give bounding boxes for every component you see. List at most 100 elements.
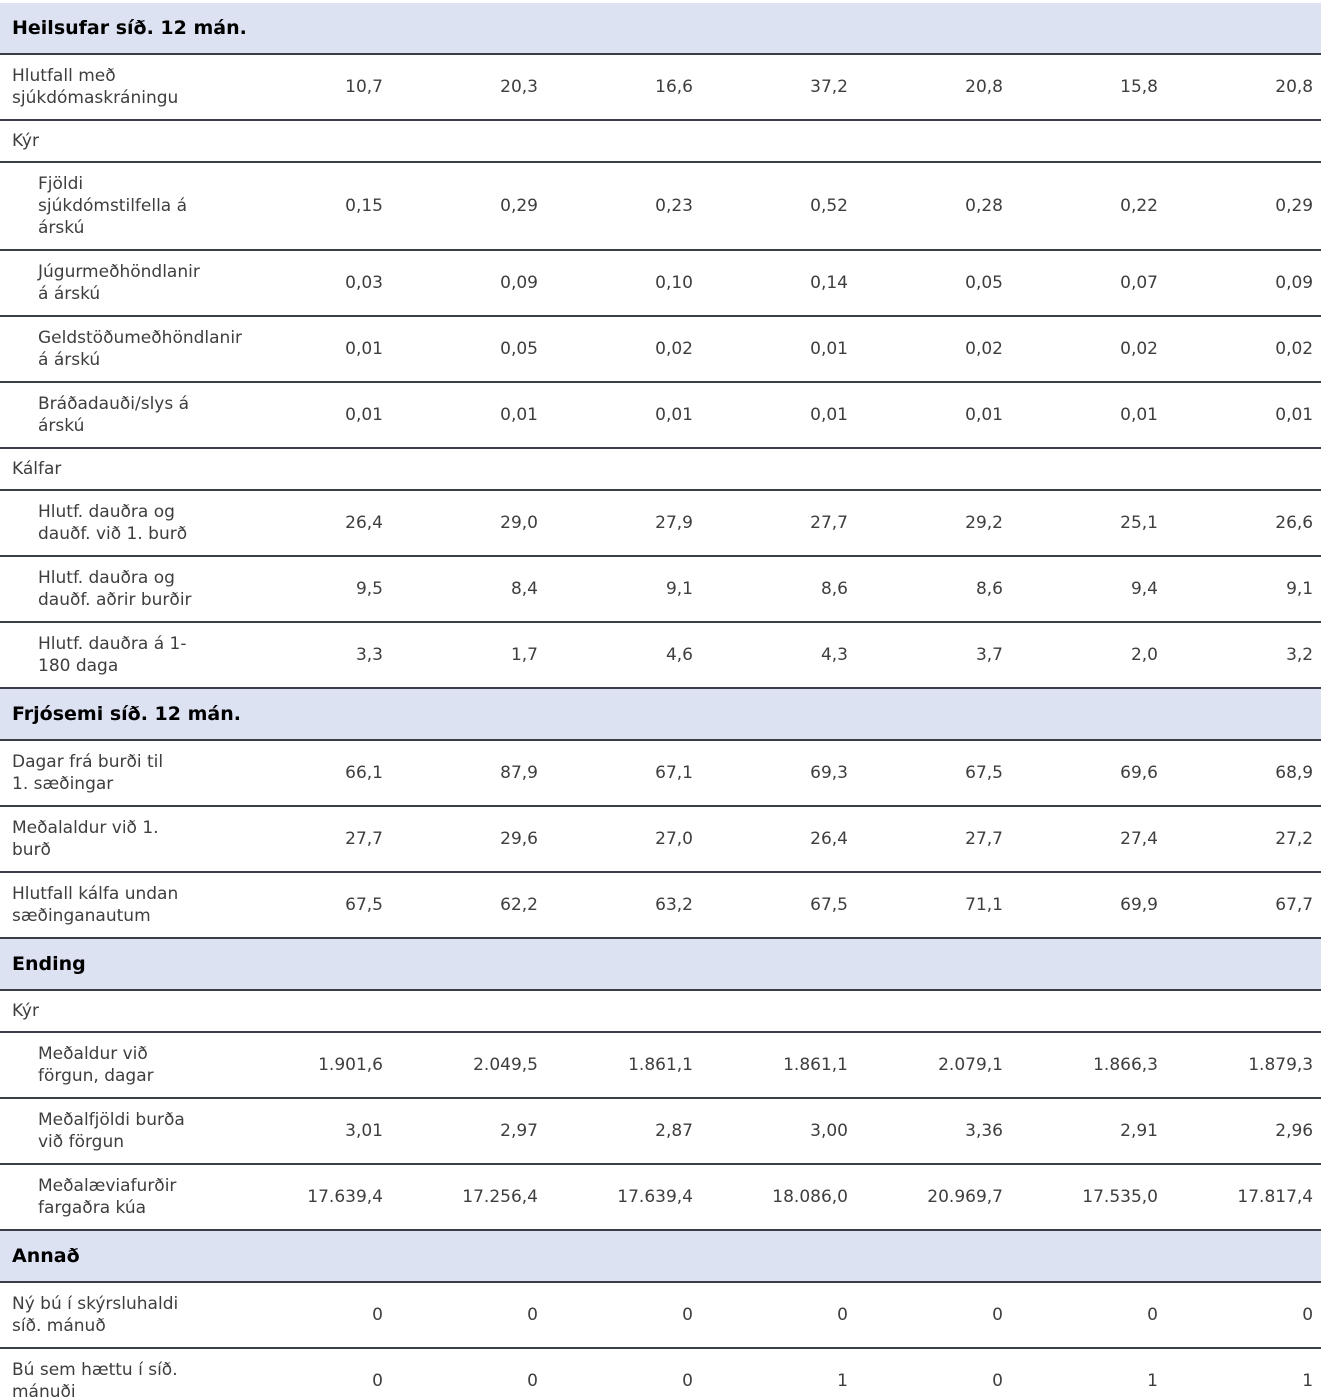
cell-value: 29,0: [391, 490, 546, 557]
section-title: Heilsufar síð. 12 mán.: [0, 3, 1321, 55]
cell-value: 0,29: [1166, 162, 1321, 251]
row-label-text: Júgurmeðhöndlanir á árskú: [38, 262, 200, 304]
cell-value: 2,91: [1011, 1098, 1166, 1165]
cell-value: 1.861,1: [546, 1032, 701, 1099]
row-label: Meðalaldur við 1. burð: [0, 806, 236, 873]
section-header-row: Frjósemi síð. 12 mán.: [0, 688, 1321, 741]
cell-value: 18.086,0: [701, 1164, 856, 1231]
cell-value: 0: [856, 1348, 1011, 1400]
cell-value: 26,4: [236, 490, 391, 557]
cell-value: 0,10: [546, 250, 701, 317]
cell-value: 0,28: [856, 162, 1011, 251]
cell-value: 0,02: [1166, 316, 1321, 383]
row-label-text: Hlutf. dauðra og dauðf. við 1. burð: [38, 502, 188, 544]
row-label: Hlutf. dauðra á 1- 180 daga: [0, 622, 236, 689]
cell-value: 69,9: [1011, 872, 1166, 939]
subheader-row: Kálfar: [0, 448, 1321, 491]
cell-value: 67,7: [1166, 872, 1321, 939]
cell-value: 9,1: [546, 556, 701, 623]
cell-value: 3,3: [236, 622, 391, 689]
table-row: Meðalfjöldi burða við förgun 3,01 2,97 2,87…: [0, 1098, 1321, 1165]
cell-value: 0: [546, 1348, 701, 1400]
section-title: Ending: [0, 938, 1321, 991]
cell-value: 9,5: [236, 556, 391, 623]
cell-value: 1: [701, 1348, 856, 1400]
table-row: Meðalaldur við 1. burð 27,7 29,6 27,0 26,4 27…: [0, 806, 1321, 873]
cell-value: 27,7: [856, 806, 1011, 873]
cell-value: 66,1: [236, 740, 391, 807]
row-label-text: Dagar frá burði til 1. sæðingar: [12, 752, 164, 794]
cell-value: 0,01: [856, 382, 1011, 449]
table-row: Júgurmeðhöndlanir á árskú 0,03 0,09 0,10 0,1…: [0, 250, 1321, 317]
cell-value: 17.639,4: [546, 1164, 701, 1231]
row-label-text: Hlutfall kálfa undan sæðinganautum: [12, 884, 179, 926]
cell-value: 0,05: [391, 316, 546, 383]
cell-value: 9,4: [1011, 556, 1166, 623]
cell-value: 27,4: [1011, 806, 1166, 873]
cell-value: 2,87: [546, 1098, 701, 1165]
table-row: Hlutf. dauðra á 1- 180 daga 3,3 1,7 4,6 4,3 3…: [0, 622, 1321, 689]
row-label: Geldstöðumeðhöndlanir á árskú: [0, 316, 242, 383]
cell-value: 25,1: [1011, 490, 1166, 557]
section-header-row: Annað: [0, 1230, 1321, 1283]
cell-value: 0: [701, 1282, 856, 1349]
cell-value: 8,4: [391, 556, 546, 623]
cell-value: 67,5: [701, 872, 856, 939]
cell-value: 1.879,3: [1166, 1032, 1321, 1099]
cell-value: 2,96: [1166, 1098, 1321, 1165]
section-title: Annað: [0, 1230, 1321, 1283]
cell-value: 20,8: [1166, 54, 1321, 121]
cell-value: 27,7: [701, 490, 856, 557]
report-table-body: Heilsufar síð. 12 mán. Hlutfall með sjúkd…: [0, 3, 1321, 1400]
cell-value: 0,02: [546, 316, 701, 383]
cell-value: 0: [1166, 1282, 1321, 1349]
cell-value: 0,07: [1011, 250, 1166, 317]
table-row: Hlutf. dauðra og dauðf. aðrir burðir 9,5 8…: [0, 556, 1321, 623]
cell-value: 27,7: [236, 806, 391, 873]
subheader-label: Kálfar: [0, 448, 1321, 491]
row-label-text: Hlutf. dauðra á 1- 180 daga: [38, 634, 187, 676]
row-label-text: Bráðadauði/slys á árskú: [38, 394, 190, 436]
cell-value: 29,2: [856, 490, 1011, 557]
cell-value: 15,8: [1011, 54, 1166, 121]
subheader-row: Kýr: [0, 120, 1321, 163]
cell-value: 0: [856, 1282, 1011, 1349]
cell-value: 27,0: [546, 806, 701, 873]
cell-value: 69,6: [1011, 740, 1166, 807]
cell-value: 1.866,3: [1011, 1032, 1166, 1099]
row-label: Hlutfall með sjúkdómaskráningu: [0, 54, 236, 121]
cell-value: 0,01: [701, 382, 856, 449]
cell-value: 2,97: [391, 1098, 546, 1165]
subheader-label: Kýr: [0, 120, 1321, 163]
cell-value: 0,01: [701, 316, 856, 383]
cell-value: 8,6: [701, 556, 856, 623]
cell-value: 0: [391, 1348, 546, 1400]
row-label: Hlutf. dauðra og dauðf. við 1. burð: [0, 490, 236, 557]
cell-value: 0,29: [391, 162, 546, 251]
row-label-text: Meðalaldur við 1. burð: [12, 818, 159, 860]
cell-value: 0,01: [236, 382, 391, 449]
cell-value: 0,15: [236, 162, 391, 251]
cell-value: 0,01: [1166, 382, 1321, 449]
subheader-label: Kýr: [0, 990, 1321, 1033]
table-row: Ný bú í skýrsluhaldi síð. mánuð 0 0 0 0 0 0 0: [0, 1282, 1321, 1349]
cell-value: 1: [1011, 1348, 1166, 1400]
cell-value: 3,36: [856, 1098, 1011, 1165]
cell-value: 17.639,4: [236, 1164, 391, 1231]
cell-value: 0: [236, 1348, 391, 1400]
table-row: Bú sem hættu í síð. mánuði 0 0 0 1 0 1 1: [0, 1348, 1321, 1400]
row-label-text: Ný bú í skýrsluhaldi síð. mánuð: [12, 1294, 179, 1336]
cell-value: 26,6: [1166, 490, 1321, 557]
cell-value: 3,01: [236, 1098, 391, 1165]
cell-value: 0: [236, 1282, 391, 1349]
cell-value: 0,09: [1166, 250, 1321, 317]
cell-value: 9,1: [1166, 556, 1321, 623]
table-row: Fjöldi sjúkdómstilfella á árskú 0,15 0,29 0…: [0, 162, 1321, 251]
cell-value: 69,3: [701, 740, 856, 807]
cell-value: 3,00: [701, 1098, 856, 1165]
cell-value: 0,23: [546, 162, 701, 251]
cell-value: 0,02: [1011, 316, 1166, 383]
row-label: Meðalfjöldi burða við förgun: [0, 1098, 236, 1165]
subheader-row: Kýr: [0, 990, 1321, 1033]
table-row: Hlutf. dauðra og dauðf. við 1. burð 26,4 2…: [0, 490, 1321, 557]
